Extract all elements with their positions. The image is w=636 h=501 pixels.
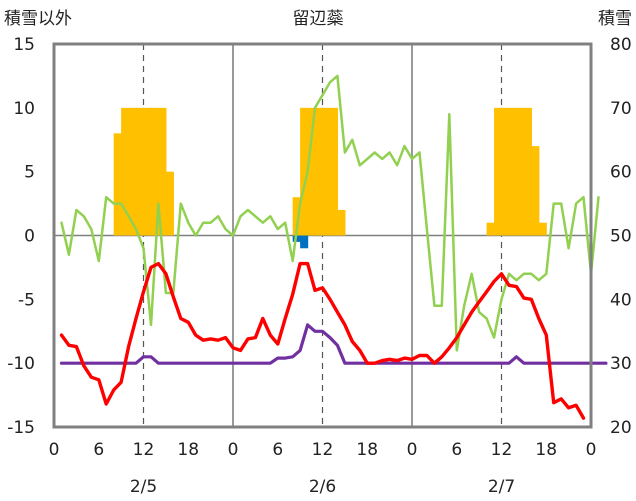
sunshine-bars: [113, 107, 547, 236]
x-tick-label: 18: [535, 440, 557, 460]
right-tick-label: 60: [610, 163, 632, 183]
sunshine-bar: [322, 107, 331, 236]
left-tick-label: 10: [13, 99, 35, 119]
left-tick-label: -10: [7, 354, 35, 374]
day-label: 2/5: [130, 477, 157, 497]
day-labels: 2/5 2/6 2/7: [130, 477, 515, 497]
sunshine-bar: [501, 107, 510, 236]
right-tick-label: 50: [610, 227, 632, 247]
plot-frame: [52, 42, 593, 429]
sunshine-bar: [516, 107, 525, 236]
x-tick-label: 0: [49, 440, 60, 460]
snow-depth-line: [60, 74, 600, 352]
left-tick-label: 15: [13, 35, 35, 55]
x-tick-label: 0: [228, 440, 239, 460]
sunshine-bar: [143, 107, 152, 236]
x-tick-label: 18: [356, 440, 378, 460]
x-tick-label: 18: [177, 440, 199, 460]
x-tick-label: 12: [312, 440, 334, 460]
x-tick-label: 6: [451, 440, 462, 460]
sunshine-bar: [121, 107, 130, 236]
series-lines: [59, 74, 608, 420]
sunshine-bar: [508, 107, 518, 236]
sunshine-bar: [150, 107, 160, 236]
x-tick-label: 6: [272, 440, 283, 460]
sunshine-bar: [300, 107, 309, 236]
sunshine-bar: [337, 209, 346, 236]
temperature-line: [59, 261, 586, 420]
precipitation-bar: [300, 235, 309, 249]
right-tick-label: 40: [610, 290, 632, 310]
right-axis-ticks: 80 70 60 50 40 30 20: [610, 35, 632, 438]
left-axis-ticks: 15 10 5 0 -5 -10 -15: [7, 35, 35, 438]
x-axis-ticks: 0 6 12 18 0 6 12 18 0 6 12 18 0: [49, 440, 597, 460]
x-tick-label: 6: [93, 440, 104, 460]
right-tick-label: 20: [610, 418, 632, 438]
right-tick-label: 70: [610, 99, 632, 119]
sunshine-bar: [329, 107, 339, 236]
right-tick-label: 80: [610, 35, 632, 55]
day-label: 2/7: [488, 477, 515, 497]
right-tick-label: 30: [610, 354, 632, 374]
x-tick-label: 0: [586, 440, 597, 460]
right-axis-label: 積雪: [598, 9, 632, 29]
sunshine-bar: [158, 107, 167, 236]
sunshine-bar: [165, 171, 174, 236]
left-tick-label: -5: [18, 290, 35, 310]
x-tick-label: 12: [133, 440, 155, 460]
day-label: 2/6: [309, 477, 336, 497]
sunshine-bar: [494, 107, 503, 236]
sunshine-bar: [292, 197, 301, 236]
sunshine-bar: [486, 222, 495, 236]
left-axis-label: 積雪以外: [4, 9, 72, 29]
sunshine-bar: [136, 107, 145, 236]
chart-title: 留辺蘂: [293, 9, 344, 29]
sunshine-bar: [538, 222, 547, 236]
x-tick-label: 12: [491, 440, 513, 460]
sunshine-bar: [307, 107, 316, 236]
sunshine-bar: [523, 107, 532, 236]
left-tick-label: 5: [24, 163, 35, 183]
sunshine-bar: [531, 146, 540, 236]
x-tick-label: 0: [407, 440, 418, 460]
left-tick-label: 0: [24, 227, 35, 247]
wind-line: [59, 323, 608, 365]
left-tick-label: -15: [7, 418, 35, 438]
sunshine-bar: [113, 133, 122, 236]
sunshine-bar: [315, 107, 324, 236]
sunshine-bar: [128, 107, 137, 236]
